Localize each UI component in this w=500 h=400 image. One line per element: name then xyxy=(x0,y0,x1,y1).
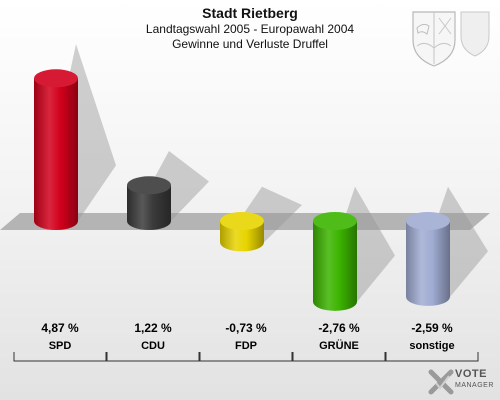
bar-gr-ne xyxy=(313,221,357,311)
category-label-spd: SPD xyxy=(49,340,72,352)
chart-title: Stadt Rietberg xyxy=(202,5,298,21)
chart-subtitle-election: Landtagswahl 2005 - Europawahl 2004 xyxy=(145,22,355,36)
bar-cap-gr-ne xyxy=(313,212,357,230)
bar-cdu xyxy=(127,185,171,230)
category-bracket-cdu xyxy=(106,352,200,362)
category-label-cdu: CDU xyxy=(141,340,165,352)
value-label-sonstige: -2,59 % xyxy=(411,321,453,335)
bar-cap-spd xyxy=(34,69,78,88)
category-labels: 4,87 % SPD 1,22 % CDU -0,73 % FDP -2,76 % GRÜNE… xyxy=(13,321,479,362)
bar-cap-fdp xyxy=(220,212,264,230)
chart-header: Stadt Rietberg Landtagswahl 2005 - Europ… xyxy=(0,4,500,52)
category-label-sonstige: sonstige xyxy=(409,340,454,352)
bar-cap-cdu xyxy=(127,176,171,195)
logo-sub-text: MANAGER xyxy=(455,382,494,389)
vote-manager-logo: VOTE MANAGER xyxy=(455,369,494,391)
category-bracket-spd xyxy=(13,352,107,362)
bar-sonstige xyxy=(406,221,450,306)
bar-spd xyxy=(34,78,78,231)
value-label-cdu: 1,22 % xyxy=(134,321,172,335)
coat-of-arms-icon xyxy=(412,11,490,67)
chart-subtitle-district: Gewinne und Verluste Druffel xyxy=(172,37,328,51)
category-bracket-fdp xyxy=(199,352,293,362)
bar-series xyxy=(34,44,488,311)
category-bracket-gr-ne xyxy=(292,352,386,362)
vote-manager-logo-icon xyxy=(428,369,454,395)
value-label-spd: 4,87 % xyxy=(41,321,79,335)
category-bracket-sonstige xyxy=(385,352,479,362)
category-label-fdp: FDP xyxy=(235,340,257,352)
value-label-gr-ne: -2,76 % xyxy=(318,321,360,335)
logo-main-text: VOTE xyxy=(455,368,487,380)
bar-cap-sonstige xyxy=(406,212,450,230)
value-label-fdp: -0,73 % xyxy=(225,321,267,335)
category-label-gr-ne: GRÜNE xyxy=(319,339,359,352)
